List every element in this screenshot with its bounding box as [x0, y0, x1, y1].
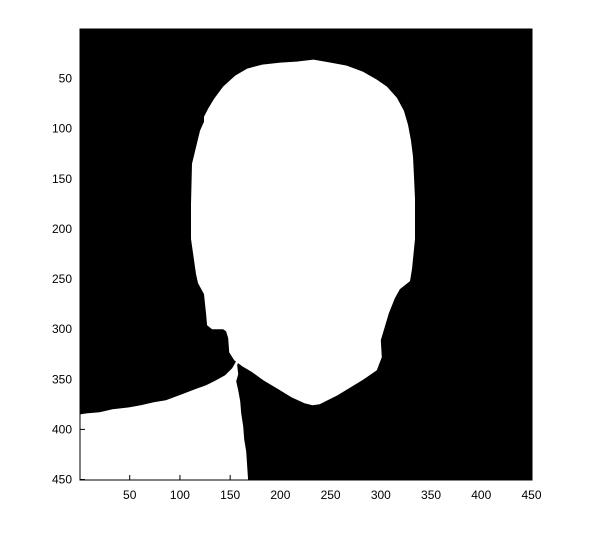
shoulder-region: [80, 347, 249, 480]
x-tick-label: 100: [170, 488, 190, 502]
image-plot: [80, 29, 532, 480]
axes-frame: [79, 28, 533, 481]
y-tick-label: 50: [59, 72, 73, 86]
y-tick-label: 200: [52, 222, 72, 236]
y-tick-label: 150: [52, 172, 72, 186]
y-tick-label: 400: [52, 422, 72, 436]
x-tick-label: 200: [270, 488, 290, 502]
head-region: [191, 59, 415, 406]
x-tick-label: 400: [471, 488, 491, 502]
foreground-regions: [80, 59, 415, 480]
x-tick-label: 300: [371, 488, 391, 502]
x-tick-label: 250: [321, 488, 341, 502]
x-tick-label: 350: [421, 488, 441, 502]
x-tick-label: 50: [123, 488, 137, 502]
x-tick-label: 150: [220, 488, 240, 502]
y-tick-label: 350: [52, 372, 72, 386]
y-tick-label: 250: [52, 272, 72, 286]
x-tick-label: 450: [521, 488, 541, 502]
y-tick-label: 100: [52, 122, 72, 136]
axis-ticks: 50 100 150 200 250 300 350 400 450 50 100 150 200 250…: [52, 29, 542, 502]
y-tick-label: 300: [52, 322, 72, 336]
y-tick-label: 450: [52, 472, 72, 486]
